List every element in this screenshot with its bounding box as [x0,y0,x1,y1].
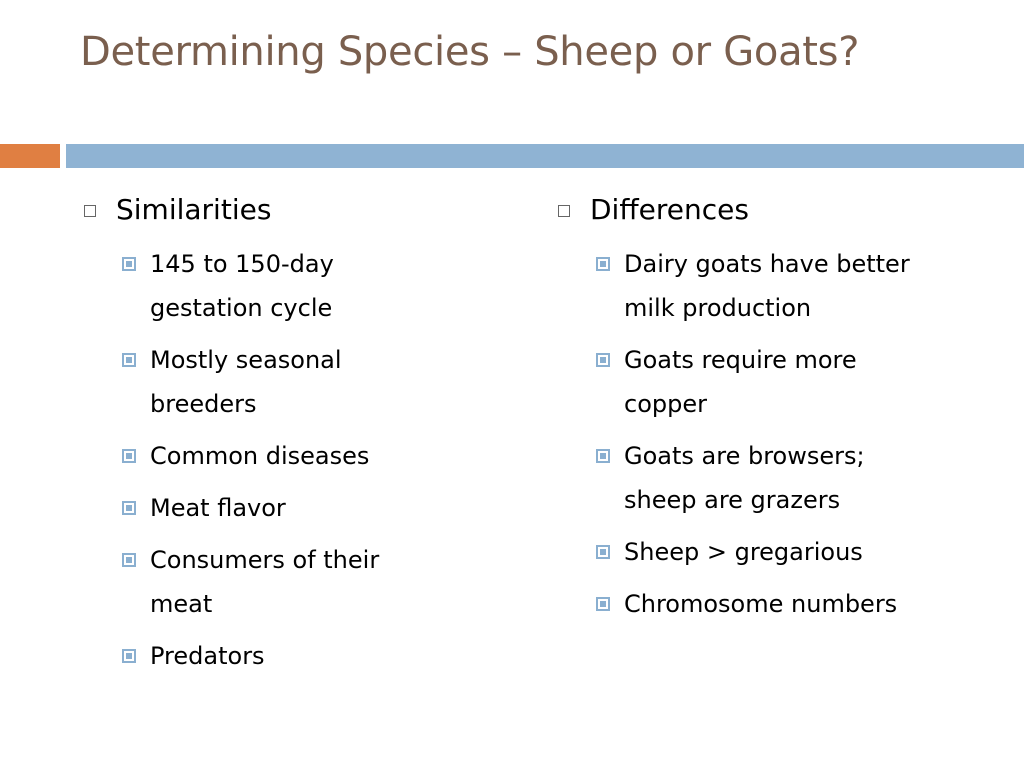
list-item-text: Goats require more copper [624,346,857,418]
list-item-text: 145 to 150-day gestation cycle [150,250,334,322]
square-bullet-icon [596,449,610,463]
list-item-text: Consumers of their meat [150,546,380,618]
slide-title: Determining Species – Sheep or Goats? [80,29,860,75]
square-bullet-icon [122,553,136,567]
square-bullet-icon [122,449,136,463]
list-item-text: Common diseases [150,442,370,470]
list-item-text: Meat flavor [150,494,286,522]
similarities-list: 145 to 150-day gestation cycle Mostly se… [80,242,480,678]
differences-heading: Differences [554,190,974,230]
list-item: Chromosome numbers [554,582,974,626]
similarities-heading: Similarities [80,190,480,230]
list-item: Goats are browsers; sheep are grazers [554,434,974,522]
square-bullet-icon [596,545,610,559]
list-item-text: Dairy goats have better milk production [624,250,910,322]
list-item-text: Goats are browsers; sheep are grazers [624,442,865,514]
hollow-square-bullet-icon [84,205,96,217]
list-item: Dairy goats have better milk production [554,242,974,330]
title-rule-bar [66,144,1024,168]
list-item: Consumers of their meat [80,538,480,626]
similarities-heading-label: Similarities [116,193,272,226]
list-item: Mostly seasonal breeders [80,338,480,426]
square-bullet-icon [122,353,136,367]
differences-list: Dairy goats have better milk production … [554,242,974,626]
list-item-text: Chromosome numbers [624,590,898,618]
list-item-text: Mostly seasonal breeders [150,346,342,418]
list-item: Sheep > gregarious [554,530,974,574]
list-item: Goats require more copper [554,338,974,426]
square-bullet-icon [122,257,136,271]
list-item: Meat flavor [80,486,480,530]
square-bullet-icon [122,649,136,663]
square-bullet-icon [122,501,136,515]
differences-heading-label: Differences [590,193,749,226]
hollow-square-bullet-icon [558,205,570,217]
square-bullet-icon [596,257,610,271]
square-bullet-icon [596,353,610,367]
square-bullet-icon [596,597,610,611]
list-item-text: Sheep > gregarious [624,538,863,566]
list-item: Predators [80,634,480,678]
list-item-text: Predators [150,642,265,670]
accent-bar [0,144,60,168]
list-item: 145 to 150-day gestation cycle [80,242,480,330]
differences-column: Differences Dairy goats have better milk… [554,190,974,634]
list-item: Common diseases [80,434,480,478]
similarities-column: Similarities 145 to 150-day gestation cy… [80,190,480,686]
